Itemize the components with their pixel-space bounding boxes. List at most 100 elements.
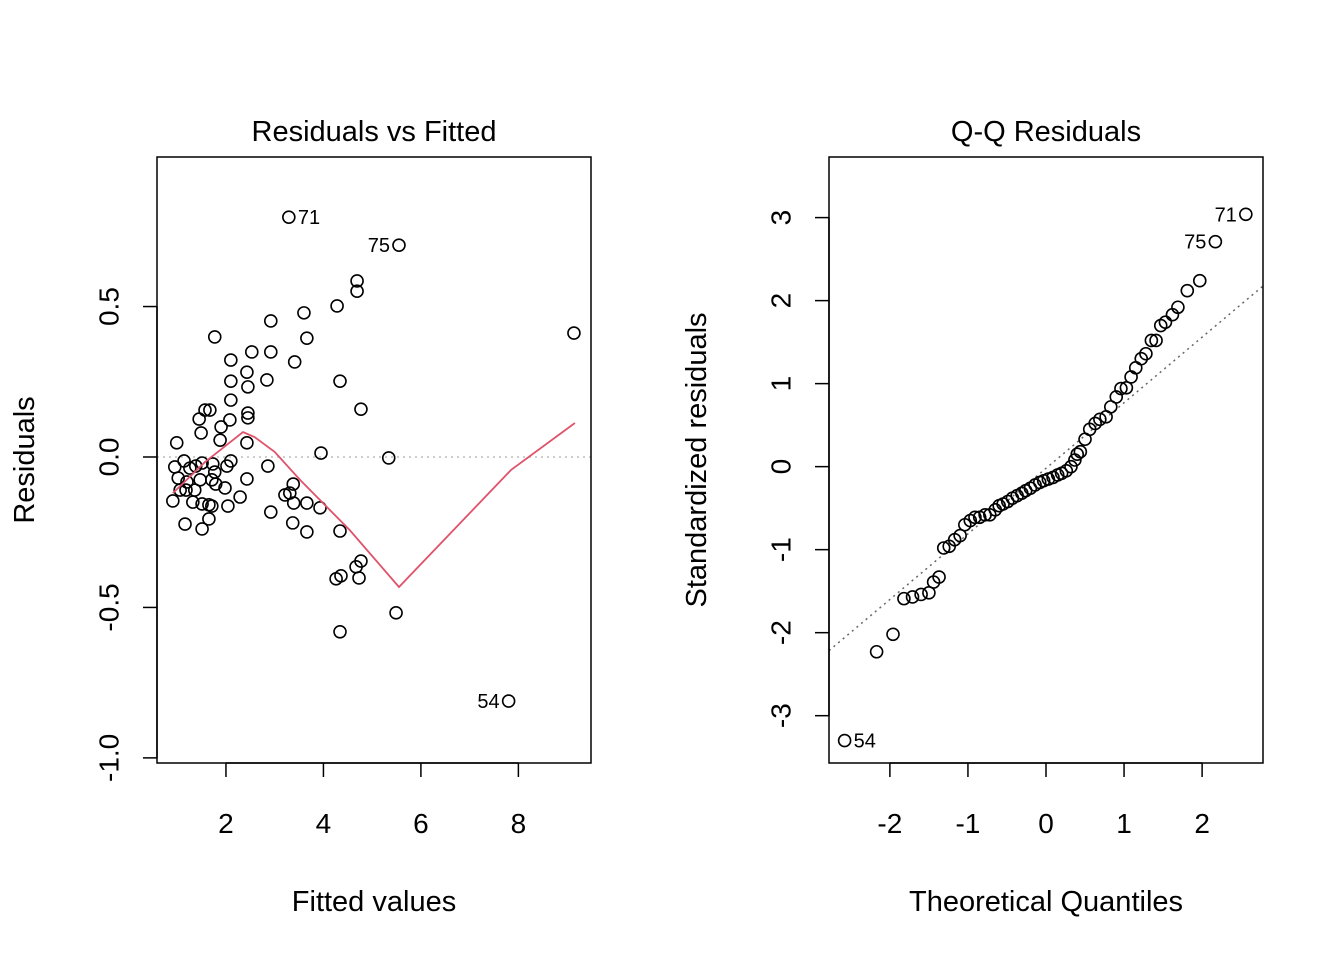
data-point [179,483,193,497]
data-point [286,496,301,510]
data-point [173,483,187,497]
data-point [1093,412,1107,427]
data-point [241,406,255,420]
data-point [389,606,403,620]
data-point [282,210,296,224]
data-point [1239,207,1253,222]
data-point [264,505,278,519]
data-point [1180,283,1195,298]
x-axis-label: Fitted values [292,886,456,918]
data-point [166,494,180,508]
data-point [186,495,200,509]
y-tick-label: -3 [765,703,796,728]
data-point [314,446,328,460]
data-point [333,524,347,538]
data-point [1114,381,1128,396]
y-tick-label: -1.0 [93,734,124,782]
y-tick-label: 2 [765,293,796,309]
point-label: 75 [368,235,390,257]
data-point [1192,273,1207,288]
data-point [194,426,208,440]
point-label: 71 [1215,204,1237,226]
x-tick-label: 8 [511,808,527,839]
plot-area [157,210,591,708]
data-point [240,365,254,379]
data-point [240,436,254,450]
data-point [1088,416,1102,431]
data-point [205,499,219,513]
data-point [392,238,406,252]
data-point [213,433,227,447]
y-tick-label: 0.5 [93,287,124,326]
data-point [1149,333,1163,348]
data-point [330,299,344,313]
data-point [1134,351,1149,366]
point-label: 54 [477,691,499,713]
data-point [224,374,238,388]
smoother-line [172,422,576,589]
data-point [207,465,222,479]
data-point [220,459,234,473]
y-tick-label: 1 [765,376,796,392]
data-point [932,570,946,584]
data-point [905,590,920,604]
data-point [1070,447,1085,461]
data-point [169,436,184,450]
point-label: 54 [854,731,876,753]
data-point [333,625,347,639]
data-point [286,477,301,491]
data-point [968,510,982,525]
data-point [354,402,368,416]
data-point [223,413,237,427]
point-label: 75 [1184,232,1206,254]
data-point [261,459,275,473]
data-point [501,694,516,708]
data-point [886,627,900,642]
residuals-vs-fitted-panel: Residuals vs Fitted Fitted values Residu… [9,116,592,918]
data-point [207,330,222,344]
panel-title: Residuals vs Fitted [252,116,497,148]
data-point [241,411,255,425]
data-point [350,284,364,298]
data-point [264,314,278,328]
data-point [203,403,217,417]
data-point [208,477,223,491]
y-tick-label: 3 [765,210,796,226]
data-point [241,380,255,394]
plot-area [829,207,1263,748]
data-point [300,496,314,510]
data-point [195,497,209,511]
data-point [1171,300,1185,315]
data-point [914,587,928,602]
x-tick-label: 0 [1038,808,1054,839]
data-point [1144,333,1159,348]
data-point [221,499,235,513]
data-point [224,393,238,407]
data-point [240,472,254,486]
data-point [352,571,366,585]
data-point [869,644,884,659]
data-point [214,420,228,434]
y-tick-label: 0 [765,459,796,475]
x-tick-label: 1 [1116,808,1132,839]
data-point [187,483,202,497]
data-point [1128,361,1143,375]
y-tick-label: -1 [765,537,796,562]
data-point [206,457,220,471]
y-axis-label: Standardized residuals [681,312,713,607]
x-axis-label: Theoretical Quantiles [909,886,1183,918]
data-point [897,591,911,606]
data-point [313,501,327,515]
y-tick-label: 0.0 [93,438,124,477]
panel-title: Q-Q Residuals [951,116,1141,148]
y-tick-label: -0.5 [93,583,124,631]
data-point [1158,315,1173,329]
x-tick-label: 4 [316,808,332,839]
x-tick-label: 6 [413,808,429,839]
data-point [205,473,219,487]
data-point [224,353,238,367]
data-point [300,525,314,539]
data-point [1064,459,1078,474]
data-point [233,490,247,504]
data-point [1124,370,1138,384]
